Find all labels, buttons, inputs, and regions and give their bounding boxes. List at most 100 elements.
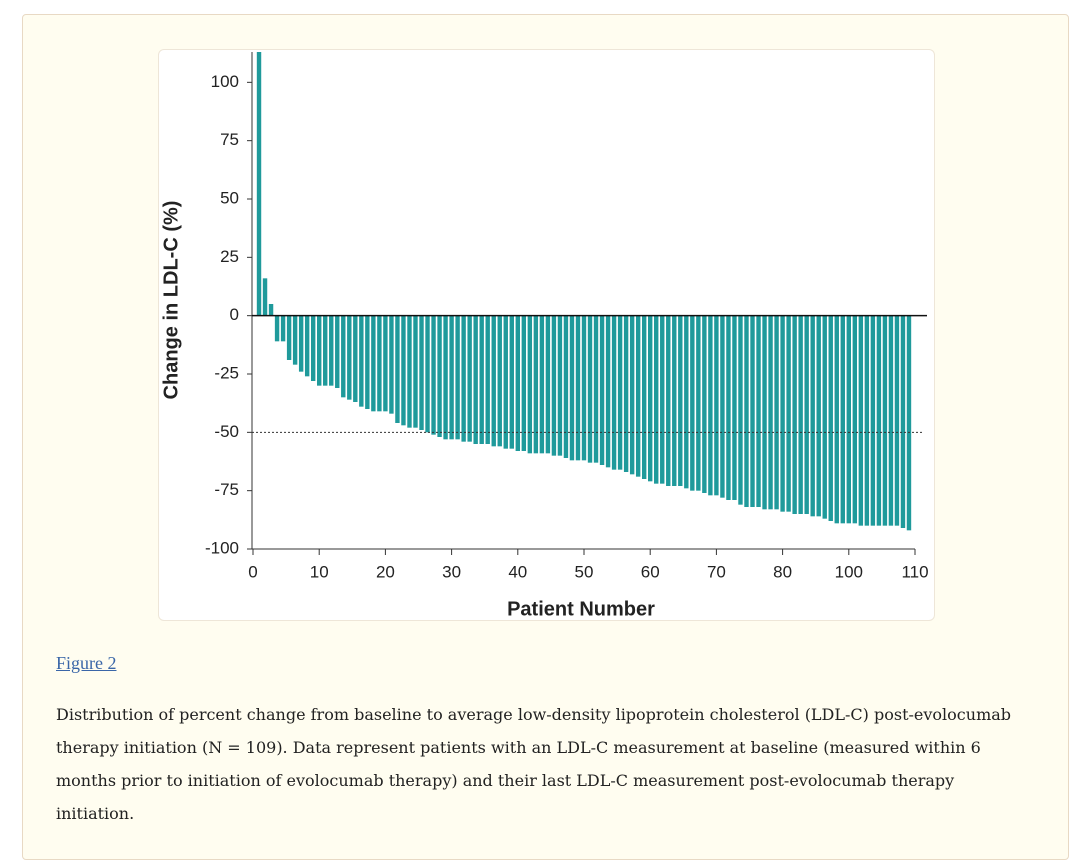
bar: [654, 315, 659, 484]
bar: [256, 52, 262, 316]
bar: [563, 315, 569, 458]
figure-link[interactable]: Figure 2: [56, 653, 117, 673]
x-tick-label: 0: [248, 562, 257, 581]
bar: [268, 304, 274, 316]
bar: [310, 315, 316, 381]
bar: [816, 315, 821, 517]
bar: [629, 315, 635, 475]
bar: [684, 315, 689, 489]
bar: [617, 315, 623, 470]
bar: [371, 315, 376, 412]
bar: [768, 315, 773, 510]
bar: [641, 315, 647, 479]
bar: [443, 315, 448, 440]
bar: [906, 315, 912, 531]
x-tick-label: 110: [901, 562, 928, 581]
x-tick-label: 10: [310, 562, 329, 581]
bar: [569, 315, 575, 461]
bar: [744, 315, 749, 507]
bar: [888, 315, 894, 526]
y-tick-label: 75: [220, 130, 239, 149]
bar: [648, 315, 653, 482]
bar: [485, 315, 490, 444]
bar: [852, 315, 858, 524]
bar: [672, 315, 677, 486]
bar: [335, 315, 340, 388]
bar: [401, 315, 406, 426]
bar: [858, 315, 864, 526]
y-tick-label: 100: [211, 72, 239, 91]
bar: [545, 315, 551, 454]
bar: [599, 315, 605, 465]
bar: [533, 315, 539, 454]
bar: [792, 315, 797, 514]
bar: [726, 315, 731, 500]
bar: [395, 315, 400, 423]
bar: [419, 315, 424, 430]
bar: [678, 315, 683, 486]
bar: [347, 315, 352, 400]
bar: [822, 315, 827, 519]
bar: [377, 315, 382, 412]
bar: [449, 315, 454, 440]
bar: [732, 315, 737, 500]
bar: [587, 315, 593, 463]
bar: [635, 315, 641, 477]
bar: [527, 315, 533, 454]
bar: [708, 315, 713, 496]
chart: Change in LDL-C (%) Patient Number 10075…: [160, 52, 929, 620]
y-tick-label: -75: [214, 480, 239, 499]
bar: [280, 315, 286, 342]
bar: [876, 315, 882, 526]
bar: [317, 315, 322, 386]
bar: [840, 315, 845, 524]
bar: [329, 315, 334, 386]
bar: [690, 315, 695, 491]
bar: [894, 315, 900, 526]
bar: [473, 315, 478, 444]
bar: [786, 315, 791, 512]
y-axis-label: Change in LDL-C (%): [160, 201, 182, 400]
bar: [660, 315, 665, 484]
bar: [623, 315, 629, 472]
x-tick-label: 60: [641, 562, 660, 581]
x-tick-label: 100: [835, 562, 863, 581]
bar: [274, 315, 280, 342]
bar: [262, 278, 268, 316]
bar: [503, 315, 508, 449]
bar: [286, 315, 292, 360]
bar: [846, 315, 851, 524]
x-tick-label: 20: [376, 562, 395, 581]
bar: [461, 315, 466, 442]
bar: [491, 315, 496, 447]
bar: [714, 315, 719, 496]
bar: [611, 315, 617, 470]
x-tick-label: 50: [575, 562, 594, 581]
x-tick-label: 40: [508, 562, 527, 581]
bar: [605, 315, 611, 468]
bar: [341, 315, 346, 398]
x-tick-label: 70: [707, 562, 726, 581]
y-tick-label: -25: [214, 363, 239, 382]
bar: [702, 315, 707, 493]
bar: [383, 315, 388, 412]
x-axis-label: Patient Number: [507, 598, 655, 620]
bar: [798, 315, 803, 514]
bar: [828, 315, 833, 521]
bar: [575, 315, 581, 461]
x-tick-label: 30: [442, 562, 461, 581]
y-tick-label: -50: [214, 422, 239, 441]
bar: [509, 315, 514, 449]
bar: [455, 315, 460, 440]
bar: [353, 315, 358, 402]
bar: [323, 315, 328, 386]
y-tick-label: 25: [220, 247, 239, 266]
bar: [479, 315, 484, 444]
bar: [413, 315, 418, 428]
bar: [551, 315, 557, 456]
bar: [882, 315, 888, 526]
bar: [298, 315, 304, 372]
bar: [515, 315, 520, 451]
bar: [359, 315, 364, 407]
